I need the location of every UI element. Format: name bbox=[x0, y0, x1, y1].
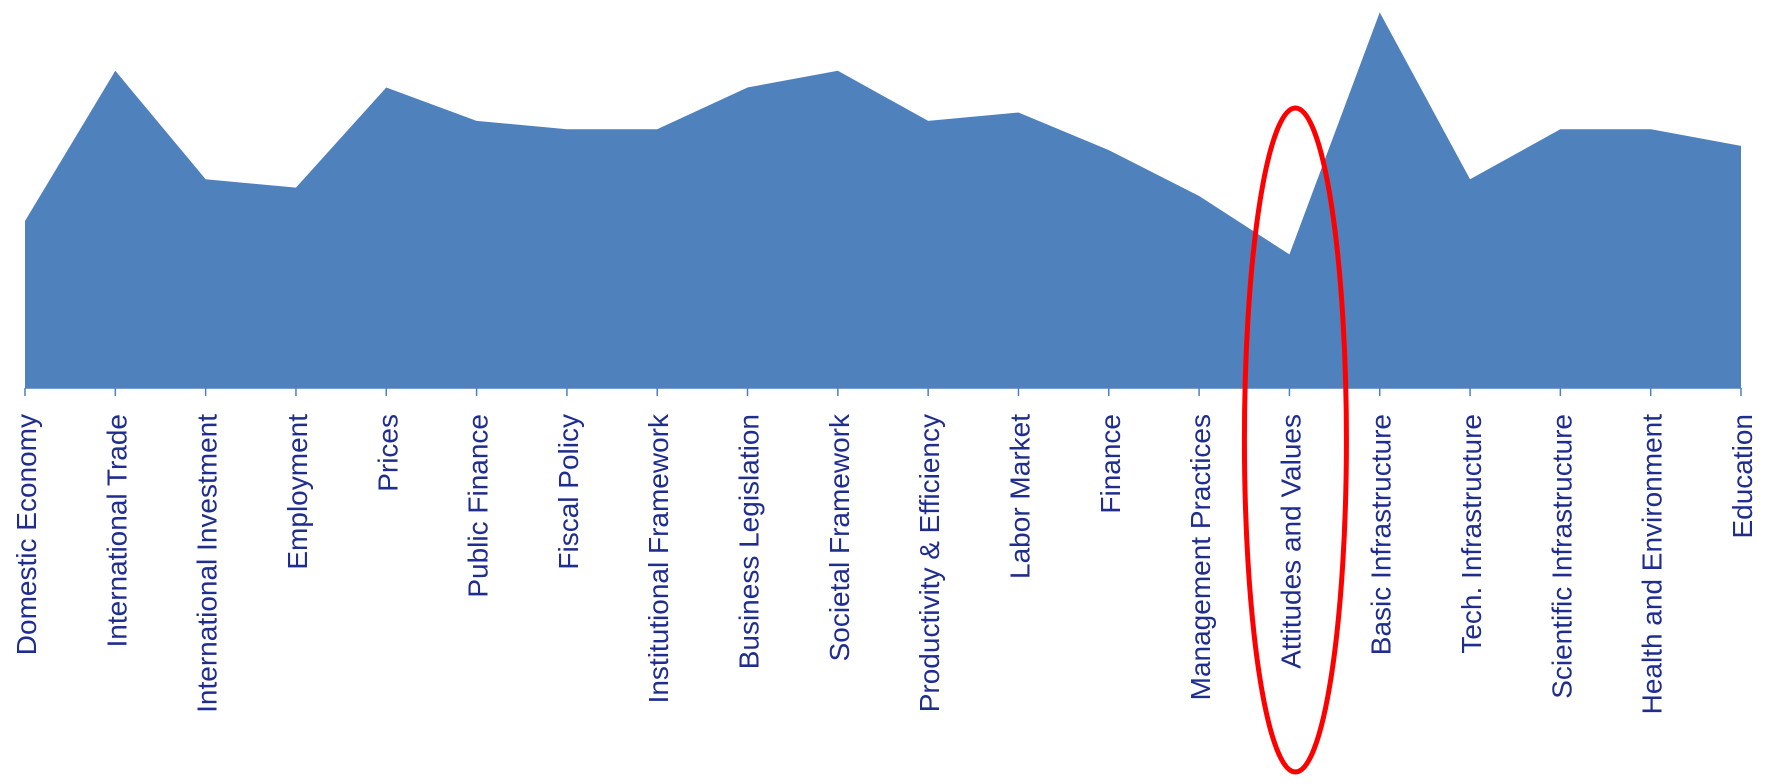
x-tick-label: Basic Infrastructure bbox=[1366, 414, 1397, 655]
x-tick-label: Education bbox=[1727, 414, 1758, 539]
x-tick-label: International Investment bbox=[192, 414, 223, 713]
x-tick-label: Labor Market bbox=[1004, 414, 1035, 579]
x-tick-label: Attitudes and Values bbox=[1275, 414, 1306, 669]
x-tick-label: Finance bbox=[1095, 414, 1126, 514]
x-tick-label: Business Legislation bbox=[734, 414, 765, 669]
series-area bbox=[25, 12, 1741, 388]
x-tick-label: Productivity & Efficiency bbox=[914, 414, 945, 712]
x-tick-label: Health and Environment bbox=[1637, 414, 1668, 715]
x-tick-label: Prices bbox=[372, 414, 403, 492]
x-tick-label: Institutional Framework bbox=[643, 413, 674, 703]
x-tick-label: International Trade bbox=[101, 414, 132, 648]
x-tick-label: Management Practices bbox=[1185, 414, 1216, 700]
x-tick-label: Societal Framework bbox=[824, 413, 855, 661]
highlight-ellipse bbox=[1241, 105, 1349, 775]
x-tick-label: Domestic Economy bbox=[11, 414, 42, 655]
x-tick-label: Employment bbox=[282, 414, 313, 570]
x-tick-label: Scientific Infrastructure bbox=[1546, 414, 1577, 699]
x-tick-label: Public Finance bbox=[463, 414, 494, 598]
x-tick-label: Fiscal Policy bbox=[553, 414, 584, 570]
x-tick-label: Tech. Infrastructure bbox=[1456, 414, 1487, 654]
